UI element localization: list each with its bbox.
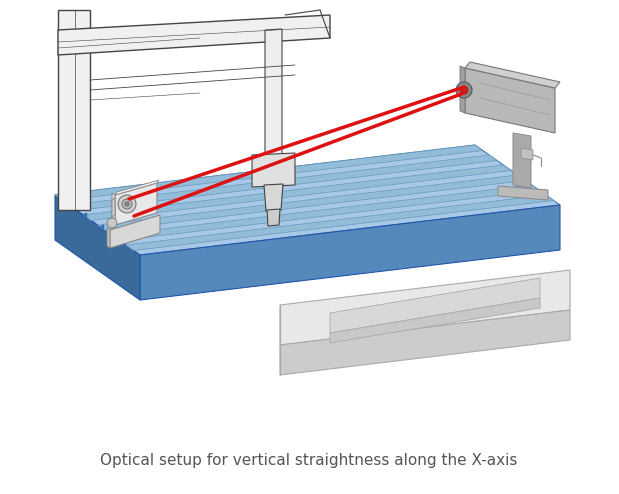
Polygon shape	[115, 237, 121, 243]
Polygon shape	[465, 68, 555, 133]
Polygon shape	[98, 225, 104, 231]
Polygon shape	[498, 186, 548, 200]
Circle shape	[125, 202, 129, 206]
Polygon shape	[55, 145, 483, 201]
Polygon shape	[58, 10, 90, 210]
Polygon shape	[110, 215, 160, 248]
Polygon shape	[252, 153, 295, 187]
Polygon shape	[64, 201, 70, 207]
Polygon shape	[280, 270, 570, 345]
Polygon shape	[460, 66, 465, 113]
Polygon shape	[330, 298, 540, 343]
Polygon shape	[69, 155, 497, 210]
Circle shape	[118, 195, 136, 213]
Circle shape	[107, 218, 117, 228]
Polygon shape	[465, 62, 560, 88]
Polygon shape	[112, 198, 115, 217]
Polygon shape	[115, 183, 157, 225]
Polygon shape	[111, 185, 539, 241]
Polygon shape	[126, 195, 553, 250]
Polygon shape	[58, 15, 330, 55]
Polygon shape	[280, 310, 570, 375]
Polygon shape	[112, 193, 115, 225]
Polygon shape	[80, 213, 87, 219]
Polygon shape	[107, 228, 110, 248]
Text: Optical setup for vertical straightness along the X-axis: Optical setup for vertical straightness …	[100, 453, 517, 467]
Polygon shape	[264, 184, 283, 211]
Polygon shape	[55, 195, 140, 300]
Polygon shape	[513, 133, 531, 188]
Polygon shape	[84, 165, 511, 220]
Polygon shape	[115, 180, 159, 195]
Polygon shape	[267, 209, 280, 226]
Circle shape	[122, 199, 132, 209]
Polygon shape	[55, 145, 560, 255]
Polygon shape	[330, 278, 540, 333]
Polygon shape	[98, 175, 526, 231]
Polygon shape	[265, 29, 282, 156]
Circle shape	[456, 82, 472, 98]
Polygon shape	[521, 148, 533, 160]
Circle shape	[460, 86, 468, 94]
Polygon shape	[140, 205, 560, 300]
